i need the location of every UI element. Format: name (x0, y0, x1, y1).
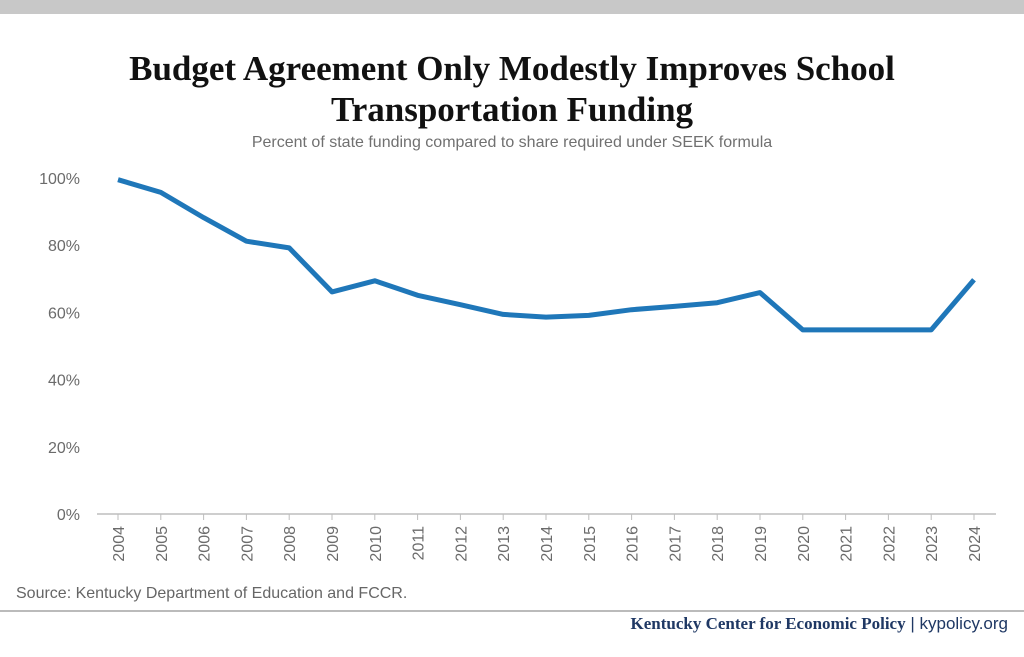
y-tick-label: 0% (57, 507, 80, 524)
x-tick-label: 2022 (881, 526, 898, 562)
chart-title-line-2: Transportation Funding (330, 90, 694, 129)
x-tick-label: 2007 (239, 526, 256, 562)
series-line (117, 177, 976, 333)
chart-title-line-1: Budget Agreement Only Modestly Improves … (129, 49, 895, 88)
x-tick-label: 2020 (796, 526, 813, 562)
x-tick-label: 2018 (710, 526, 727, 562)
y-tick-label: 40% (48, 373, 80, 390)
x-tick-label: 2006 (197, 526, 214, 562)
y-tick-label: 100% (39, 171, 80, 188)
footer-divider (0, 610, 1024, 612)
source-note: Source: Kentucky Department of Education… (16, 585, 408, 602)
chart-subtitle: Percent of state funding compared to sha… (251, 134, 773, 151)
y-tick-label: 60% (48, 305, 80, 322)
website-link[interactable]: kypolicy.org (919, 614, 1009, 633)
x-tick-label: 2024 (967, 526, 984, 562)
x-tick-label: 2023 (924, 526, 941, 562)
x-tick-label: 2014 (539, 526, 556, 562)
x-tick-label: 2012 (453, 526, 470, 562)
x-tick-label: 2015 (582, 526, 599, 562)
x-tick-label: 2017 (667, 526, 684, 562)
organization-name: Kentucky Center for Economic Policy (630, 614, 906, 633)
x-tick-label: 2011 (411, 526, 428, 561)
x-tick-label: 2004 (111, 526, 128, 562)
top-accent-bar (0, 0, 1024, 14)
x-tick-label: 2021 (839, 526, 856, 562)
x-tick-label: 2010 (368, 526, 385, 562)
x-tick-label: 2005 (154, 526, 171, 562)
y-tick-label: 80% (48, 238, 80, 255)
x-tick-label: 2008 (282, 526, 299, 562)
x-tick-label: 2009 (325, 526, 342, 562)
x-tick-label: 2013 (496, 526, 513, 562)
x-tick-label: 2016 (625, 526, 642, 562)
footer-credit: Kentucky Center for Economic Policy | ky… (631, 614, 1009, 634)
x-tick-label: 2019 (753, 526, 770, 562)
chart-title: Budget Agreement Only Modestly Improves … (0, 48, 1024, 130)
footer-separator: | (910, 614, 915, 633)
line-chart: 0% 20% 40% 60% 80% 100% 2004 2005 2006 2007 2008 20… (39, 171, 996, 562)
y-tick-label: 20% (48, 440, 80, 457)
